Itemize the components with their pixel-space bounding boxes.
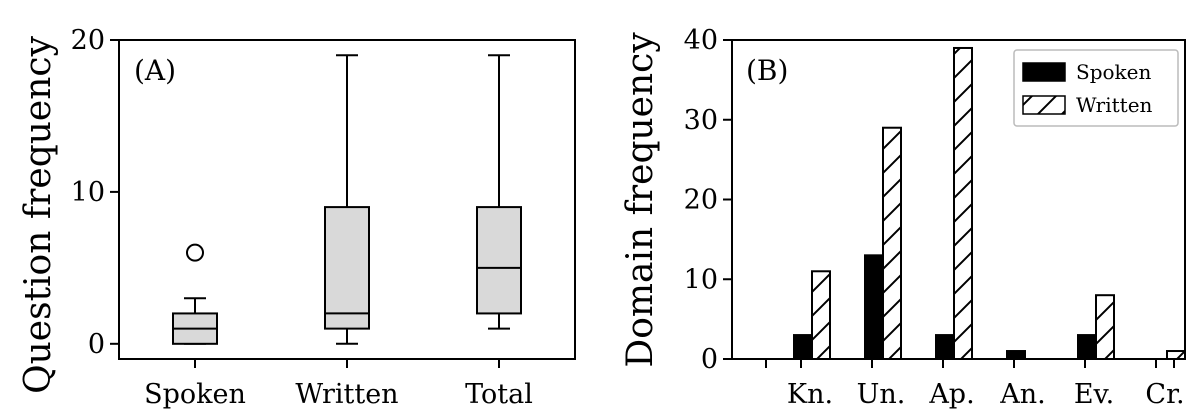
y-axis-label-b: Domain frequency: [620, 32, 661, 368]
y-tick-label: 10: [71, 177, 105, 208]
y-tick-label: 30: [684, 105, 718, 136]
x-tick-label: Spoken: [144, 379, 246, 410]
x-tick-label: Un.: [857, 379, 906, 410]
x-tick-label: Kn.: [787, 379, 833, 410]
bar-written: [953, 46, 973, 360]
y-tick-label: 40: [684, 25, 718, 56]
y-axis-label-a: Question frequency: [18, 35, 59, 393]
bar-spoken: [935, 334, 955, 361]
boxes: [172, 54, 522, 345]
outlier-point: [186, 243, 204, 262]
y-tick-label: 0: [701, 344, 718, 375]
y-ticks-a: 0 10 20: [71, 25, 119, 360]
box-plot-panel: (A) Question frequency 0 10 20 Spoken Writt…: [18, 25, 576, 410]
y-ticks-b: 0 10 20 30 40: [684, 25, 732, 375]
x-tick-label: Ev.: [1074, 379, 1114, 410]
bar-written: [1095, 294, 1115, 361]
bar-written: [811, 270, 831, 360]
legend-swatch-written: [1022, 95, 1066, 115]
x-tick-label: Written: [295, 379, 398, 410]
legend-label-written: Written: [1076, 93, 1153, 117]
bar-written: [1166, 350, 1186, 360]
x-tick-label: Total: [465, 379, 533, 410]
x-tick-label: Ap.: [928, 379, 974, 410]
x-ticks-b: Kn. Un. Ap. An. Ev. Cr.: [765, 359, 1185, 410]
panel-label-b: (B): [746, 54, 788, 87]
y-tick-label: 20: [684, 185, 718, 216]
bar-chart-panel: (B) Domain frequency 0 10 20 30 40 Kn. Un. Ap.…: [620, 25, 1186, 410]
bar-spoken: [1077, 334, 1097, 361]
y-tick-label: 20: [71, 25, 105, 56]
y-tick-label: 10: [684, 264, 718, 295]
panel-label-a: (A): [134, 54, 176, 87]
bar-spoken: [1006, 350, 1026, 360]
x-ticks-a: Spoken Written Total: [144, 359, 533, 410]
bar-spoken: [864, 254, 884, 360]
legend-swatch-spoken: [1022, 62, 1066, 82]
legend: Spoken Written: [1013, 49, 1179, 127]
x-tick-label: Cr.: [1145, 379, 1184, 410]
bar-written: [882, 126, 902, 360]
box-iqr: [476, 206, 522, 315]
legend-label-spoken: Spoken: [1076, 60, 1152, 84]
bars: [793, 46, 1186, 361]
y-tick-label: 0: [88, 329, 105, 360]
x-tick-label: An.: [999, 379, 1045, 410]
box-iqr: [324, 206, 370, 330]
bar-spoken: [793, 334, 813, 361]
